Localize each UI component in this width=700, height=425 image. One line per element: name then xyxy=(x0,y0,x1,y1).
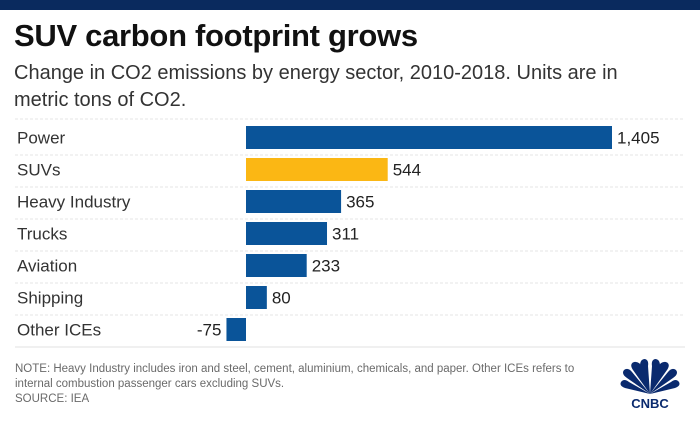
footnote: NOTE: Heavy Industry includes iron and s… xyxy=(15,363,575,390)
bar-chart: Power 1,405 SUVs 544 Heavy Industry 365 Trucks… xyxy=(15,118,685,348)
logo-text: CNBC xyxy=(631,396,669,410)
peacock-icon xyxy=(620,359,680,394)
category-label: Heavy Industry xyxy=(17,193,131,212)
category-label: Shipping xyxy=(17,289,83,308)
cnbc-logo: CNBC xyxy=(620,359,680,410)
bar-suvs xyxy=(246,158,388,181)
category-label: Aviation xyxy=(17,257,77,276)
value-label: 80 xyxy=(272,289,291,308)
bar-heavy-industry xyxy=(246,190,342,213)
value-label: 311 xyxy=(332,225,359,244)
category-label: Power xyxy=(17,129,66,148)
bar-other-ices xyxy=(226,318,246,341)
top-bar xyxy=(0,0,700,10)
value-label: 544 xyxy=(393,161,421,180)
source-credit: SOURCE: IEA xyxy=(15,393,90,405)
chart-subtitle: Change in CO2 emissions by energy sector… xyxy=(14,62,618,111)
bar-shipping xyxy=(246,286,267,309)
chart-title: SUV carbon footprint grows xyxy=(14,18,418,53)
value-label: 365 xyxy=(346,193,374,212)
bar-trucks xyxy=(246,222,328,245)
value-label: 1,405 xyxy=(617,129,660,148)
value-label: 233 xyxy=(312,257,340,276)
category-label: SUVs xyxy=(17,161,60,180)
bar-aviation xyxy=(246,254,307,277)
category-label: Trucks xyxy=(17,225,67,244)
bar-power xyxy=(246,126,612,149)
category-label: Other ICEs xyxy=(17,321,101,340)
value-label: -75 xyxy=(197,321,222,340)
